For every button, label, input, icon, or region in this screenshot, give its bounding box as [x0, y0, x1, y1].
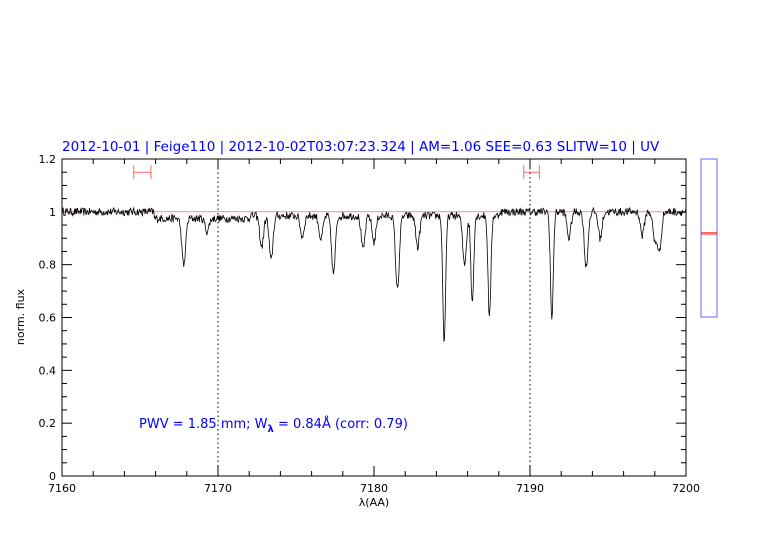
y-axis-label: norm. flux [14, 288, 27, 345]
x-tick-label: 7200 [672, 482, 700, 495]
pwv-annotation: PWV = 1.85 mm; Wλ = 0.84Å (corr: 0.79) [139, 416, 408, 435]
x-tick-label: 7180 [360, 482, 388, 495]
y-tick-label: 1.2 [39, 153, 57, 166]
x-axis-label: λ(AA) [359, 496, 389, 509]
side-panel-box [700, 158, 718, 318]
chart-title: 2012-10-01 | Feige110 | 2012-10-02T03:07… [62, 139, 660, 155]
y-tick-label: 0.8 [39, 259, 57, 272]
x-tick-label: 7160 [48, 482, 76, 495]
y-tick-label: 0.6 [39, 312, 57, 325]
y-tick-label: 1 [49, 206, 56, 219]
spectrum-series [61, 206, 687, 342]
y-tick-label: 0.2 [39, 417, 57, 430]
x-tick-label: 7190 [516, 482, 544, 495]
y-tick-label: 0 [49, 470, 56, 483]
plot-frame [61, 158, 687, 477]
y-tick-label: 0.4 [39, 364, 57, 377]
x-tick-label: 7170 [204, 482, 232, 495]
